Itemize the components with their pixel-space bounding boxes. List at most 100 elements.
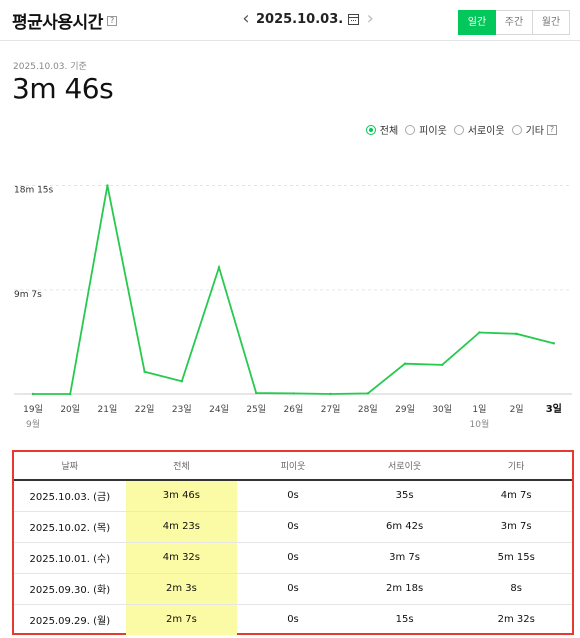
cell-mutual: 6m 42s (348, 511, 461, 543)
radio-mutual[interactable] (453, 124, 464, 135)
prev-date-button[interactable]: ‹ (242, 8, 250, 29)
cell-neighbor: 0s (287, 614, 299, 626)
table-row: 2025.09.29. (월) 2m 7s 0s 15s 2m 32s (14, 604, 572, 635)
data-point (180, 380, 183, 383)
calendar-icon[interactable] (348, 13, 360, 25)
page-title-text: 평균사용시간 (12, 13, 103, 33)
x-tick-label: 20일 (60, 404, 80, 415)
cell-total: 4m 23s (125, 511, 238, 543)
x-tick-label: 23일 (172, 404, 192, 415)
data-point (515, 332, 518, 336)
header: 평균사용시간? ‹ 2025.10.03. › 일간 주간 월간 (0, 0, 580, 41)
col-mutual: 서로이웃 (348, 452, 461, 481)
data-point (552, 342, 555, 345)
cell-other: 8s (460, 573, 572, 605)
radio-other[interactable] (511, 124, 522, 135)
table-row: 2025.10.01. (수) 4m 32s 0s 3m 7s 5m 15s (14, 542, 572, 574)
table-body: 2025.10.03. (금) 3m 46s 0s 35s 4m 7s 2025.10.0… (14, 480, 572, 635)
cell-mutual: 35s (348, 480, 461, 512)
data-point (292, 392, 295, 395)
data-point (217, 266, 221, 269)
cell-date: 2025.10.01. (수) (14, 542, 126, 574)
cell-date: 2025.10.02. (목) (14, 511, 126, 543)
cell-neighbor: 0s (237, 542, 349, 574)
cell-mutual: 3m 7s (348, 542, 461, 574)
filter-all-label: 전체 (379, 126, 399, 137)
cell-other: 3m 7s (460, 511, 572, 543)
filter-all[interactable]: 전체 (365, 122, 399, 137)
help-icon[interactable]: ? (106, 16, 117, 26)
cell-date: 2025.09.29. (월) (29, 616, 111, 628)
col-total: 전체 (125, 452, 238, 481)
cell-total: 2m 3s (125, 573, 238, 605)
current-date: 2025.10.03. (256, 11, 344, 27)
filter-neighbor-label: 피이웃 (419, 126, 447, 137)
table-row: 2025.10.03. (금) 3m 46s 0s 35s 4m 7s (14, 480, 572, 512)
cell-total: 2m 7s (125, 604, 238, 635)
table-row: 2025.10.02. (목) 4m 23s 0s 6m 42s 3m 7s (14, 511, 572, 543)
cell-mutual: 15s (395, 614, 414, 626)
basis-date: 2025.10.03. 기준 (13, 62, 87, 72)
period-toggle: 일간 주간 월간 (458, 10, 570, 35)
cell-total: 3m 46s (125, 480, 238, 512)
legend-help-icon[interactable]: ? (547, 124, 557, 135)
y-tick-label: 18m 15s (14, 185, 54, 195)
x-tick-label: 22일 (135, 404, 155, 415)
period-monthly-button[interactable]: 월간 (532, 10, 570, 35)
x-tick-label: 21일 (98, 404, 118, 415)
cell-neighbor: 0s (237, 480, 349, 512)
x-tick-label: 2일 (510, 404, 524, 415)
x-tick-label: 30일 (432, 404, 452, 415)
data-point (403, 362, 407, 365)
col-other: 기타 (460, 452, 572, 481)
x-tick-label: 3일 (546, 402, 562, 415)
filter-mutual-label: 서로이웃 (467, 126, 505, 137)
x-tick-label: 28일 (358, 404, 378, 415)
x-tick-label: 29일 (395, 404, 415, 415)
period-daily-button[interactable]: 일간 (458, 10, 496, 35)
usage-table-container: 날짜 전체 피이웃 서로이웃 기타 2025.10.03. (금) 3m 46s 0… (12, 450, 574, 635)
col-date: 날짜 (14, 452, 126, 481)
usage-line-chart: 18m 15s 9m 7s 19일 20일 21일 22일 23일 24일 25일 26일 27일 2… (14, 184, 572, 430)
x-tick-label: 19일 (23, 404, 43, 415)
cell-mutual: 2m 18s (348, 573, 461, 605)
average-time-value: 3m 46s (12, 72, 114, 105)
x-month-label: 9월 (26, 418, 40, 430)
data-point (255, 391, 258, 395)
cell-date: 2025.09.30. (화) (14, 573, 126, 605)
period-weekly-button[interactable]: 주간 (495, 10, 533, 35)
x-tick-label: 25일 (246, 404, 266, 415)
data-point (329, 392, 332, 396)
cell-other: 5m 15s (460, 542, 572, 574)
radio-all[interactable] (365, 124, 376, 135)
filter-mutual[interactable]: 서로이웃 (453, 122, 505, 137)
cell-other: 4m 7s (460, 480, 572, 512)
page-title: 평균사용시간? (12, 8, 117, 33)
data-point (366, 392, 369, 395)
x-tick-label: 26일 (284, 404, 304, 415)
filter-other[interactable]: 기타 (511, 122, 544, 137)
x-month-label: 10월 (470, 418, 490, 430)
y-tick-label: 9m 7s (14, 290, 42, 300)
cell-date: 2025.10.03. (금) (14, 480, 126, 512)
data-point (478, 331, 481, 334)
date-navigator: ‹ 2025.10.03. › (238, 9, 378, 29)
usage-table: 날짜 전체 피이웃 서로이웃 기타 2025.10.03. (금) 3m 46s 0… (14, 452, 572, 635)
x-tick-label: 27일 (321, 404, 341, 415)
table-row: 2025.09.30. (화) 2m 3s 0s 2m 18s 8s (14, 573, 572, 605)
data-point (69, 392, 72, 396)
x-tick-label: 24일 (209, 404, 229, 415)
cell-other: 2m 32s (497, 614, 535, 626)
next-date-button[interactable]: › (366, 8, 374, 29)
table-header-row: 날짜 전체 피이웃 서로이웃 기타 (14, 452, 572, 481)
data-point (106, 184, 109, 187)
filter-other-label: 기타 (525, 126, 544, 137)
col-neighbor: 피이웃 (237, 452, 349, 481)
filter-neighbor[interactable]: 피이웃 (405, 122, 447, 137)
radio-neighbor[interactable] (405, 124, 416, 135)
data-point (143, 370, 146, 373)
cell-neighbor: 0s (237, 511, 349, 543)
cell-total: 4m 32s (125, 542, 238, 574)
series-filter: 전체 피이웃 서로이웃 기타 ? (359, 122, 557, 137)
data-point (31, 392, 35, 396)
